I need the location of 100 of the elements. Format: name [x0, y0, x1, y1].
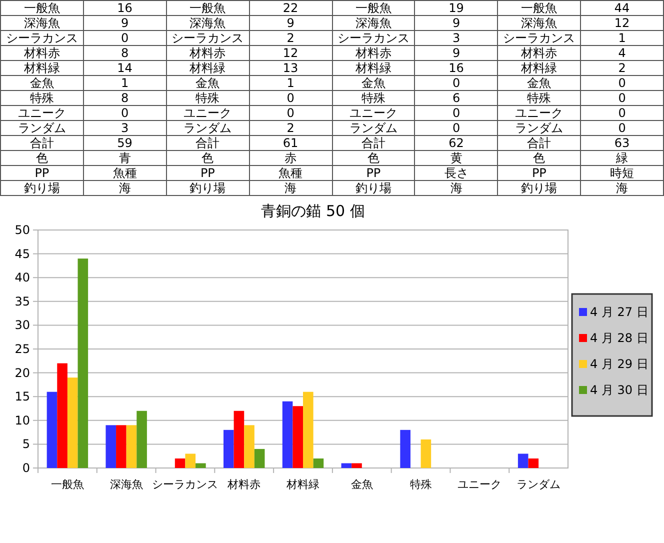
- y-tick-label: 30: [14, 318, 30, 332]
- bar: [292, 406, 303, 468]
- text: 63: [580, 136, 664, 150]
- bar: [303, 392, 314, 468]
- text: 9: [414, 16, 498, 30]
- text: 釣り場: [498, 180, 581, 196]
- chart-title: 青銅の錨 50 個: [261, 202, 365, 220]
- text: 一般魚: [166, 0, 250, 16]
- text: 釣り場: [0, 180, 84, 196]
- text: 時短: [580, 166, 664, 180]
- bar: [313, 458, 324, 468]
- y-tick-label: 5: [22, 437, 30, 452]
- bar: [341, 463, 352, 468]
- bar: [126, 425, 137, 468]
- bar: [224, 430, 234, 468]
- x-tick-label: 金魚: [350, 478, 373, 491]
- text: 材料赤: [498, 46, 581, 60]
- text: 59: [83, 136, 166, 150]
- text: 12: [249, 46, 332, 60]
- text: 1: [580, 30, 664, 46]
- text: 海: [580, 180, 664, 196]
- legend-label: 4 月 29 日: [590, 357, 648, 371]
- text: 6: [414, 90, 498, 106]
- text: 61: [249, 136, 332, 150]
- text: 16: [83, 0, 166, 16]
- bar: [244, 425, 254, 468]
- bar: [518, 454, 528, 468]
- text: 金魚: [0, 76, 84, 90]
- text: 0: [249, 90, 332, 106]
- bar: [78, 258, 88, 468]
- text: 海: [83, 180, 166, 196]
- x-tick-label: 深海魚: [110, 478, 143, 491]
- text: 材料緑: [166, 60, 250, 76]
- text: 一般魚: [498, 0, 581, 16]
- text: 0: [249, 106, 332, 120]
- y-tick-label: 0: [22, 461, 30, 475]
- text: ランダム: [332, 120, 415, 136]
- text: ユニーク: [166, 106, 250, 120]
- text: 緑: [580, 150, 664, 166]
- text: 0: [83, 106, 166, 120]
- text: 海: [249, 180, 332, 196]
- y-tick-label: 25: [14, 342, 30, 356]
- text: 黄: [414, 150, 498, 166]
- text: 8: [83, 46, 166, 60]
- text: 9: [83, 16, 166, 30]
- text: PP: [498, 166, 581, 180]
- text: ランダム: [498, 120, 581, 136]
- text: 2: [580, 60, 664, 76]
- text: 1: [83, 76, 166, 90]
- text: 材料緑: [498, 60, 581, 76]
- text: 19: [414, 0, 498, 16]
- text: 62: [414, 136, 498, 150]
- text: 金魚: [166, 76, 250, 90]
- text: 長さ: [414, 166, 498, 180]
- x-tick-label: 材料緑: [286, 478, 320, 491]
- legend-label: 4 月 27 日: [590, 305, 648, 319]
- bar: [185, 454, 196, 468]
- text: 0: [83, 30, 166, 46]
- y-tick-label: 45: [14, 246, 30, 261]
- text: 色: [332, 150, 415, 166]
- text: 深海魚: [332, 16, 415, 30]
- text: 0: [414, 106, 498, 120]
- x-tick-label: ユニーク: [458, 478, 502, 491]
- text: 合計: [332, 136, 415, 150]
- text: ランダム: [0, 120, 84, 136]
- text: 赤: [249, 150, 332, 166]
- bar: [254, 448, 265, 468]
- text: 特殊: [332, 90, 415, 106]
- x-tick-label: 材料赤: [226, 478, 261, 491]
- text: 金魚: [332, 76, 415, 90]
- text: 16: [414, 60, 498, 76]
- text: 13: [249, 60, 332, 76]
- text: 3: [414, 30, 498, 46]
- text: 深海魚: [498, 16, 581, 30]
- text: 14: [83, 60, 166, 76]
- text: 9: [249, 16, 332, 30]
- text: ユニーク: [0, 106, 84, 120]
- text: 合計: [0, 136, 84, 150]
- text: 1: [249, 76, 332, 90]
- text: 0: [580, 76, 664, 90]
- x-tick-label: シーラカンス: [152, 478, 218, 491]
- text: 2: [249, 120, 332, 136]
- text: シーラカンス: [0, 30, 84, 46]
- text: 色: [0, 150, 84, 166]
- text: 海: [414, 180, 498, 196]
- text: 深海魚: [0, 16, 84, 30]
- legend-label: 4 月 28 日: [590, 331, 648, 345]
- text: 0: [414, 76, 498, 90]
- y-tick-label: 10: [14, 413, 30, 428]
- text: 0: [580, 90, 664, 106]
- text: 魚種: [83, 166, 166, 180]
- y-tick-label: 35: [14, 294, 30, 308]
- text: 釣り場: [332, 180, 415, 196]
- text: 金魚: [498, 76, 581, 90]
- bar: [136, 410, 147, 468]
- text: 一般魚: [332, 0, 415, 16]
- text: 0: [414, 120, 498, 136]
- text: 色: [166, 150, 250, 166]
- text: 0: [580, 106, 664, 120]
- text: ユニーク: [332, 106, 415, 120]
